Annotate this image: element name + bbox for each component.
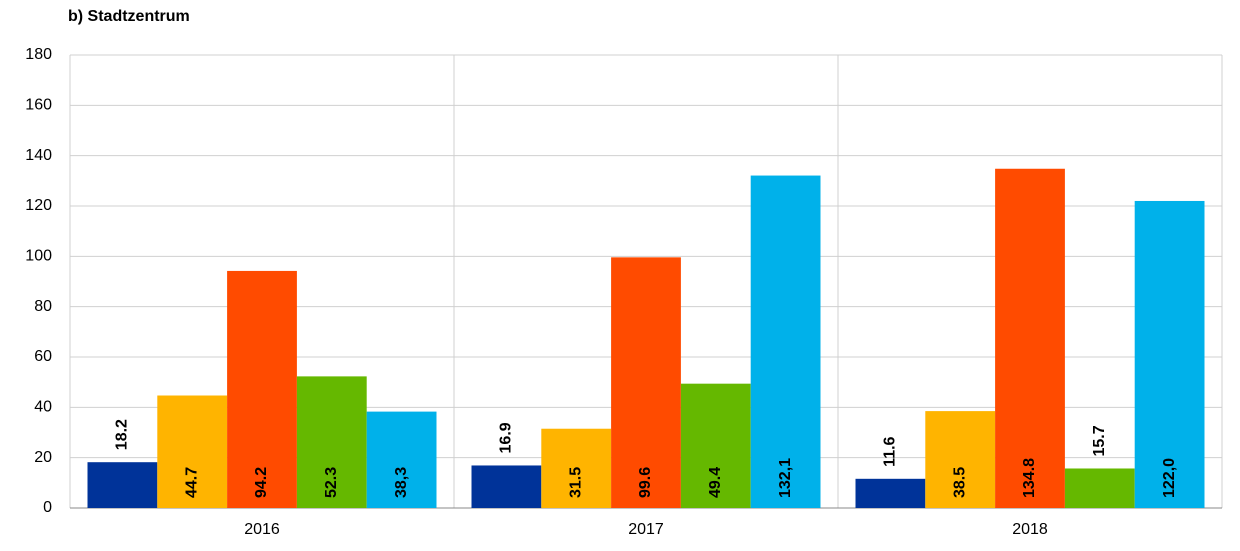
- bar: [995, 168, 1065, 508]
- x-tick-label: 2017: [628, 521, 664, 538]
- bar: [1134, 200, 1205, 508]
- bar: [925, 411, 996, 508]
- bar: [1064, 468, 1135, 508]
- value-label: 49.4: [707, 467, 724, 498]
- bar: [157, 395, 228, 508]
- value-label: 122,0: [1161, 458, 1178, 498]
- bar: [366, 411, 437, 508]
- x-tick-label: 2016: [244, 521, 280, 538]
- value-label: 11.6: [882, 436, 899, 466]
- bar: [611, 257, 681, 508]
- value-label: 99.6: [637, 467, 654, 498]
- value-label: 15.7: [1091, 425, 1108, 456]
- bar: [541, 428, 612, 508]
- y-tick-label: 160: [25, 97, 52, 114]
- value-label: 94.2: [253, 467, 270, 498]
- value-label: 38.5: [951, 467, 968, 498]
- x-tick-label: 2018: [1012, 521, 1048, 538]
- bar: [471, 465, 542, 508]
- bar: [680, 383, 751, 508]
- y-tick-label: 140: [25, 147, 52, 164]
- bar: [750, 175, 821, 508]
- y-tick-label: 120: [25, 197, 52, 214]
- value-label: 31.5: [567, 467, 584, 498]
- bar: [227, 270, 297, 508]
- chart-title: b) Stadtzentrum: [68, 8, 190, 25]
- value-label: 134.8: [1021, 458, 1038, 498]
- y-tick-label: 60: [34, 348, 52, 365]
- value-label: 18.2: [114, 419, 131, 450]
- y-tick-label: 100: [25, 248, 52, 265]
- y-tick-label: 0: [43, 499, 52, 516]
- value-label: 52.3: [323, 467, 340, 498]
- y-tick-label: 180: [25, 46, 52, 63]
- value-label: 132,1: [777, 458, 794, 498]
- bar: [296, 376, 367, 508]
- y-tick-label: 40: [34, 399, 52, 416]
- bar: [855, 478, 926, 508]
- bar: [87, 462, 158, 508]
- value-label: 38,3: [393, 467, 410, 498]
- value-label: 16.9: [498, 422, 515, 453]
- value-label: 44.7: [183, 467, 200, 498]
- y-tick-label: 80: [34, 298, 52, 315]
- y-tick-label: 20: [34, 449, 52, 466]
